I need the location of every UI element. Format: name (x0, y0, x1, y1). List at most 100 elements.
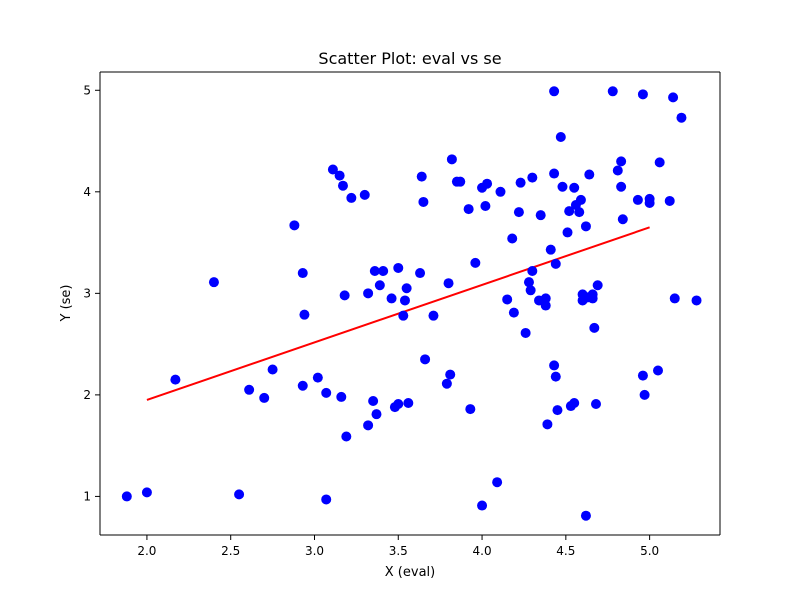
scatter-point (557, 181, 568, 192)
scatter-point (555, 131, 566, 142)
scatter-point (368, 395, 379, 406)
scatter-point (513, 207, 524, 218)
scatter-point (691, 295, 702, 306)
scatter-point (507, 233, 518, 244)
y-tick-label: 3 (83, 286, 91, 300)
scatter-point (267, 364, 278, 375)
x-tick-label: 4.0 (473, 544, 492, 558)
scatter-point (637, 89, 648, 100)
scatter-point (299, 309, 310, 320)
scatter-point (664, 195, 675, 206)
scatter-point (564, 206, 575, 217)
scatter-point (393, 399, 404, 410)
scatter-point (592, 280, 603, 291)
scatter-point (549, 360, 560, 371)
scatter-point (415, 268, 426, 279)
x-tick-label: 2.0 (137, 544, 156, 558)
scatter-point (644, 197, 655, 208)
scatter-point (574, 207, 585, 218)
scatter-point (549, 86, 560, 97)
y-tick-label: 5 (83, 83, 91, 97)
scatter-point (540, 300, 551, 311)
scatter-point (363, 288, 374, 299)
scatter-point (477, 500, 488, 511)
scatter-point (455, 176, 466, 187)
scatter-point (443, 278, 454, 289)
scatter-point (121, 491, 132, 502)
scatter-point (502, 294, 513, 305)
x-tick-label: 3.5 (389, 544, 408, 558)
axes-frame (99, 71, 721, 536)
scatter-point (515, 177, 526, 188)
scatter-point (401, 283, 412, 294)
scatter-point (525, 285, 536, 296)
plot-area (121, 86, 702, 521)
scatter-point (632, 194, 643, 205)
scatter-point (545, 244, 556, 255)
scatter-point (523, 277, 534, 288)
scatter-point (363, 420, 374, 431)
scatter-point (393, 262, 404, 273)
y-axis-ticks: 1 2 3 4 5 (83, 83, 100, 503)
scatter-point (312, 372, 323, 383)
scatter-point (612, 165, 623, 176)
scatter-point (321, 387, 332, 398)
x-tick-label: 2.5 (221, 544, 240, 558)
scatter-point (569, 398, 580, 409)
scatter-point (482, 178, 493, 189)
scatter-point (234, 489, 245, 500)
scatter-point (552, 405, 563, 416)
scatter-point (653, 365, 663, 376)
scatter-point (378, 266, 389, 277)
x-axis-ticks: 2.0 2.5 3.0 3.5 4.0 4.5 5.0 (137, 535, 659, 558)
scatter-point (480, 201, 491, 212)
scatter-point (584, 169, 595, 180)
scatter-point (359, 189, 370, 200)
scatter-point (637, 370, 648, 381)
scatter-point (321, 494, 332, 505)
scatter-point (639, 389, 650, 400)
scatter-point (542, 419, 553, 430)
points-layer (121, 86, 702, 521)
scatter-point (170, 374, 181, 385)
scatter-point (346, 192, 357, 203)
x-axis-label: X (eval) (385, 565, 435, 580)
regression-line (146, 226, 650, 401)
scatter-point (445, 369, 456, 380)
scatter-point (575, 194, 586, 205)
scatter-point (369, 266, 380, 277)
scatter-point (398, 310, 409, 321)
scatter-point (527, 266, 538, 277)
scatter-point (418, 196, 429, 207)
scatter-point (508, 307, 519, 318)
scatter-point (420, 354, 431, 365)
scatter-point (591, 399, 601, 410)
x-tick-label: 4.5 (556, 544, 575, 558)
scatter-point (616, 156, 627, 167)
scatter-point (495, 186, 506, 197)
scatter-point (327, 164, 338, 175)
scatter-point (580, 510, 591, 521)
scatter-point (371, 409, 382, 420)
y-tick-label: 4 (83, 185, 91, 199)
scatter-point (428, 310, 439, 321)
scatter-point (465, 404, 476, 415)
scatter-point (337, 180, 348, 191)
scatter-point (341, 431, 352, 442)
scatter-point (399, 295, 410, 306)
scatter-point (470, 257, 481, 268)
scatter-point (587, 289, 598, 300)
scatter-point (669, 293, 680, 304)
scatter-point (259, 392, 270, 403)
scatter-point (208, 277, 219, 288)
scatter-point (676, 112, 687, 123)
scatter-point (374, 280, 385, 291)
scatter-point (463, 204, 474, 215)
y-tick-label: 1 (83, 489, 91, 503)
y-tick-label: 2 (83, 388, 91, 402)
scatter-point (589, 322, 600, 333)
scatter-point (550, 371, 561, 382)
x-tick-label: 3.0 (305, 544, 324, 558)
scatter-point (416, 171, 427, 182)
